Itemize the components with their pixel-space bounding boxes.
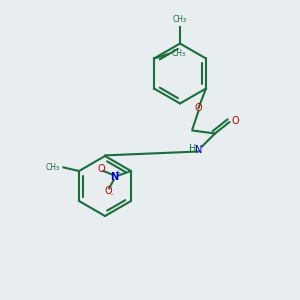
Text: O: O	[97, 164, 105, 175]
Text: +: +	[114, 170, 120, 176]
Text: CH₃: CH₃	[171, 50, 185, 58]
Text: N: N	[195, 145, 202, 155]
Text: O: O	[195, 103, 202, 113]
Text: CH₃: CH₃	[46, 163, 60, 172]
Text: O: O	[105, 186, 112, 197]
Text: CH₃: CH₃	[173, 15, 187, 24]
Text: N: N	[110, 172, 118, 182]
Text: H: H	[189, 143, 197, 154]
Text: ⁻: ⁻	[110, 191, 114, 200]
Text: O: O	[232, 116, 239, 126]
